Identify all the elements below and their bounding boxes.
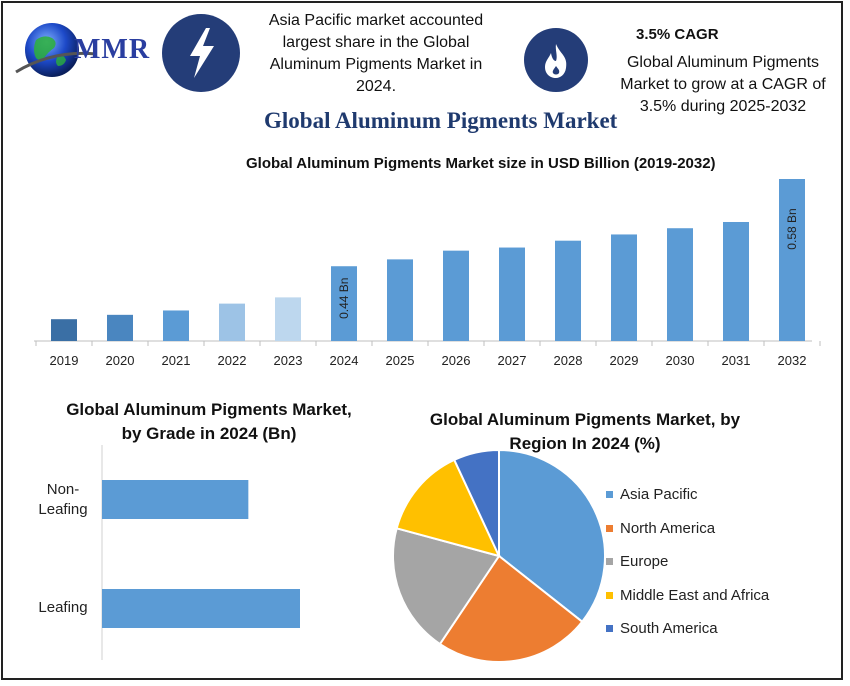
legend-item: North America bbox=[606, 512, 769, 546]
flame-icon bbox=[545, 44, 567, 78]
legend-label: North America bbox=[620, 519, 716, 537]
pie-slice-europe bbox=[392, 527, 501, 646]
grade-bar-leafing bbox=[102, 589, 300, 628]
legend-item: South America bbox=[606, 612, 769, 646]
legend-label: Europe bbox=[620, 553, 669, 571]
legend-label: Middle East and Africa bbox=[620, 586, 770, 604]
x-tick-label: 2027 bbox=[498, 353, 527, 368]
x-tick-label: 2024 bbox=[330, 353, 359, 368]
pie-slice-north-america bbox=[438, 554, 584, 663]
legend-label: Asia Pacific bbox=[620, 486, 698, 504]
legend-label: South America bbox=[620, 620, 718, 638]
data-label: 0.58 Bn bbox=[785, 208, 799, 249]
x-tick-label: 2026 bbox=[442, 353, 471, 368]
legend-swatch bbox=[606, 558, 613, 566]
flame-icon-badge bbox=[524, 28, 588, 92]
bar-2021 bbox=[163, 310, 189, 341]
mmr-logo bbox=[15, 23, 97, 77]
legend-swatch bbox=[606, 591, 613, 599]
bar-2030 bbox=[667, 228, 693, 341]
bar-2024 bbox=[331, 266, 357, 341]
logo-text: MMR bbox=[74, 34, 151, 65]
x-tick-label: 2028 bbox=[554, 353, 583, 368]
x-tick-label: 2029 bbox=[610, 353, 639, 368]
bar-2029 bbox=[611, 234, 637, 341]
bar-2032 bbox=[779, 179, 805, 341]
x-tick-label: 2019 bbox=[50, 353, 79, 368]
bar-2028 bbox=[555, 240, 581, 341]
x-tick-label: 2023 bbox=[274, 353, 303, 368]
bar-2031 bbox=[723, 221, 749, 341]
bar-2020 bbox=[107, 314, 133, 341]
x-tick-label: 2021 bbox=[162, 353, 191, 368]
legend-swatch bbox=[606, 491, 613, 499]
bar-2022 bbox=[219, 303, 245, 341]
grade-category-label: Leafing bbox=[38, 599, 88, 616]
data-label: 0.44 Bn bbox=[337, 278, 351, 319]
grade-chart-title: Global Aluminum Pigments Market, by Grad… bbox=[66, 400, 352, 443]
main-title: Global Aluminum Pigments Market bbox=[264, 108, 618, 133]
cagr-description: Global Aluminum Pigments Market to grow … bbox=[620, 54, 826, 115]
region-chart-title: Global Aluminum Pigments Market, by Regi… bbox=[429, 410, 741, 453]
asia-pacific-share-note: Asia Pacific market accounted largest sh… bbox=[268, 12, 484, 95]
bar-2019 bbox=[51, 319, 77, 341]
lightning-icon-badge bbox=[162, 14, 240, 92]
bar-2026 bbox=[443, 250, 469, 341]
x-tick-label: 2025 bbox=[386, 353, 415, 368]
pie-slice-south-america bbox=[452, 448, 500, 557]
market-size-chart-title: Global Aluminum Pigments Market size in … bbox=[246, 155, 716, 172]
pie-slice-asia-pacific bbox=[498, 448, 606, 624]
bar-2023 bbox=[275, 297, 301, 341]
x-tick-label: 2022 bbox=[218, 353, 247, 368]
x-tick-label: 2032 bbox=[778, 353, 807, 368]
x-tick-label: 2030 bbox=[666, 353, 695, 368]
region-legend: Asia Pacific North America Europe Middle Ea… bbox=[606, 478, 769, 646]
grade-category-label: Non- Leafing bbox=[38, 481, 88, 518]
pie-slice-middle-east-and-africa bbox=[395, 458, 501, 558]
bar-2025 bbox=[387, 259, 413, 341]
legend-item: Asia Pacific bbox=[606, 478, 769, 512]
legend-swatch bbox=[606, 625, 613, 633]
cagr-title: 3.5% CAGR bbox=[636, 26, 719, 43]
legend-item: Middle East and Africa bbox=[606, 579, 769, 613]
lightning-icon bbox=[190, 28, 214, 78]
x-tick-label: 2020 bbox=[106, 353, 135, 368]
grade-bar-non-leafing bbox=[102, 480, 249, 519]
legend-swatch bbox=[606, 524, 613, 532]
bar-2027 bbox=[499, 247, 525, 341]
x-tick-label: 2031 bbox=[722, 353, 751, 368]
legend-item: Europe bbox=[606, 545, 769, 579]
